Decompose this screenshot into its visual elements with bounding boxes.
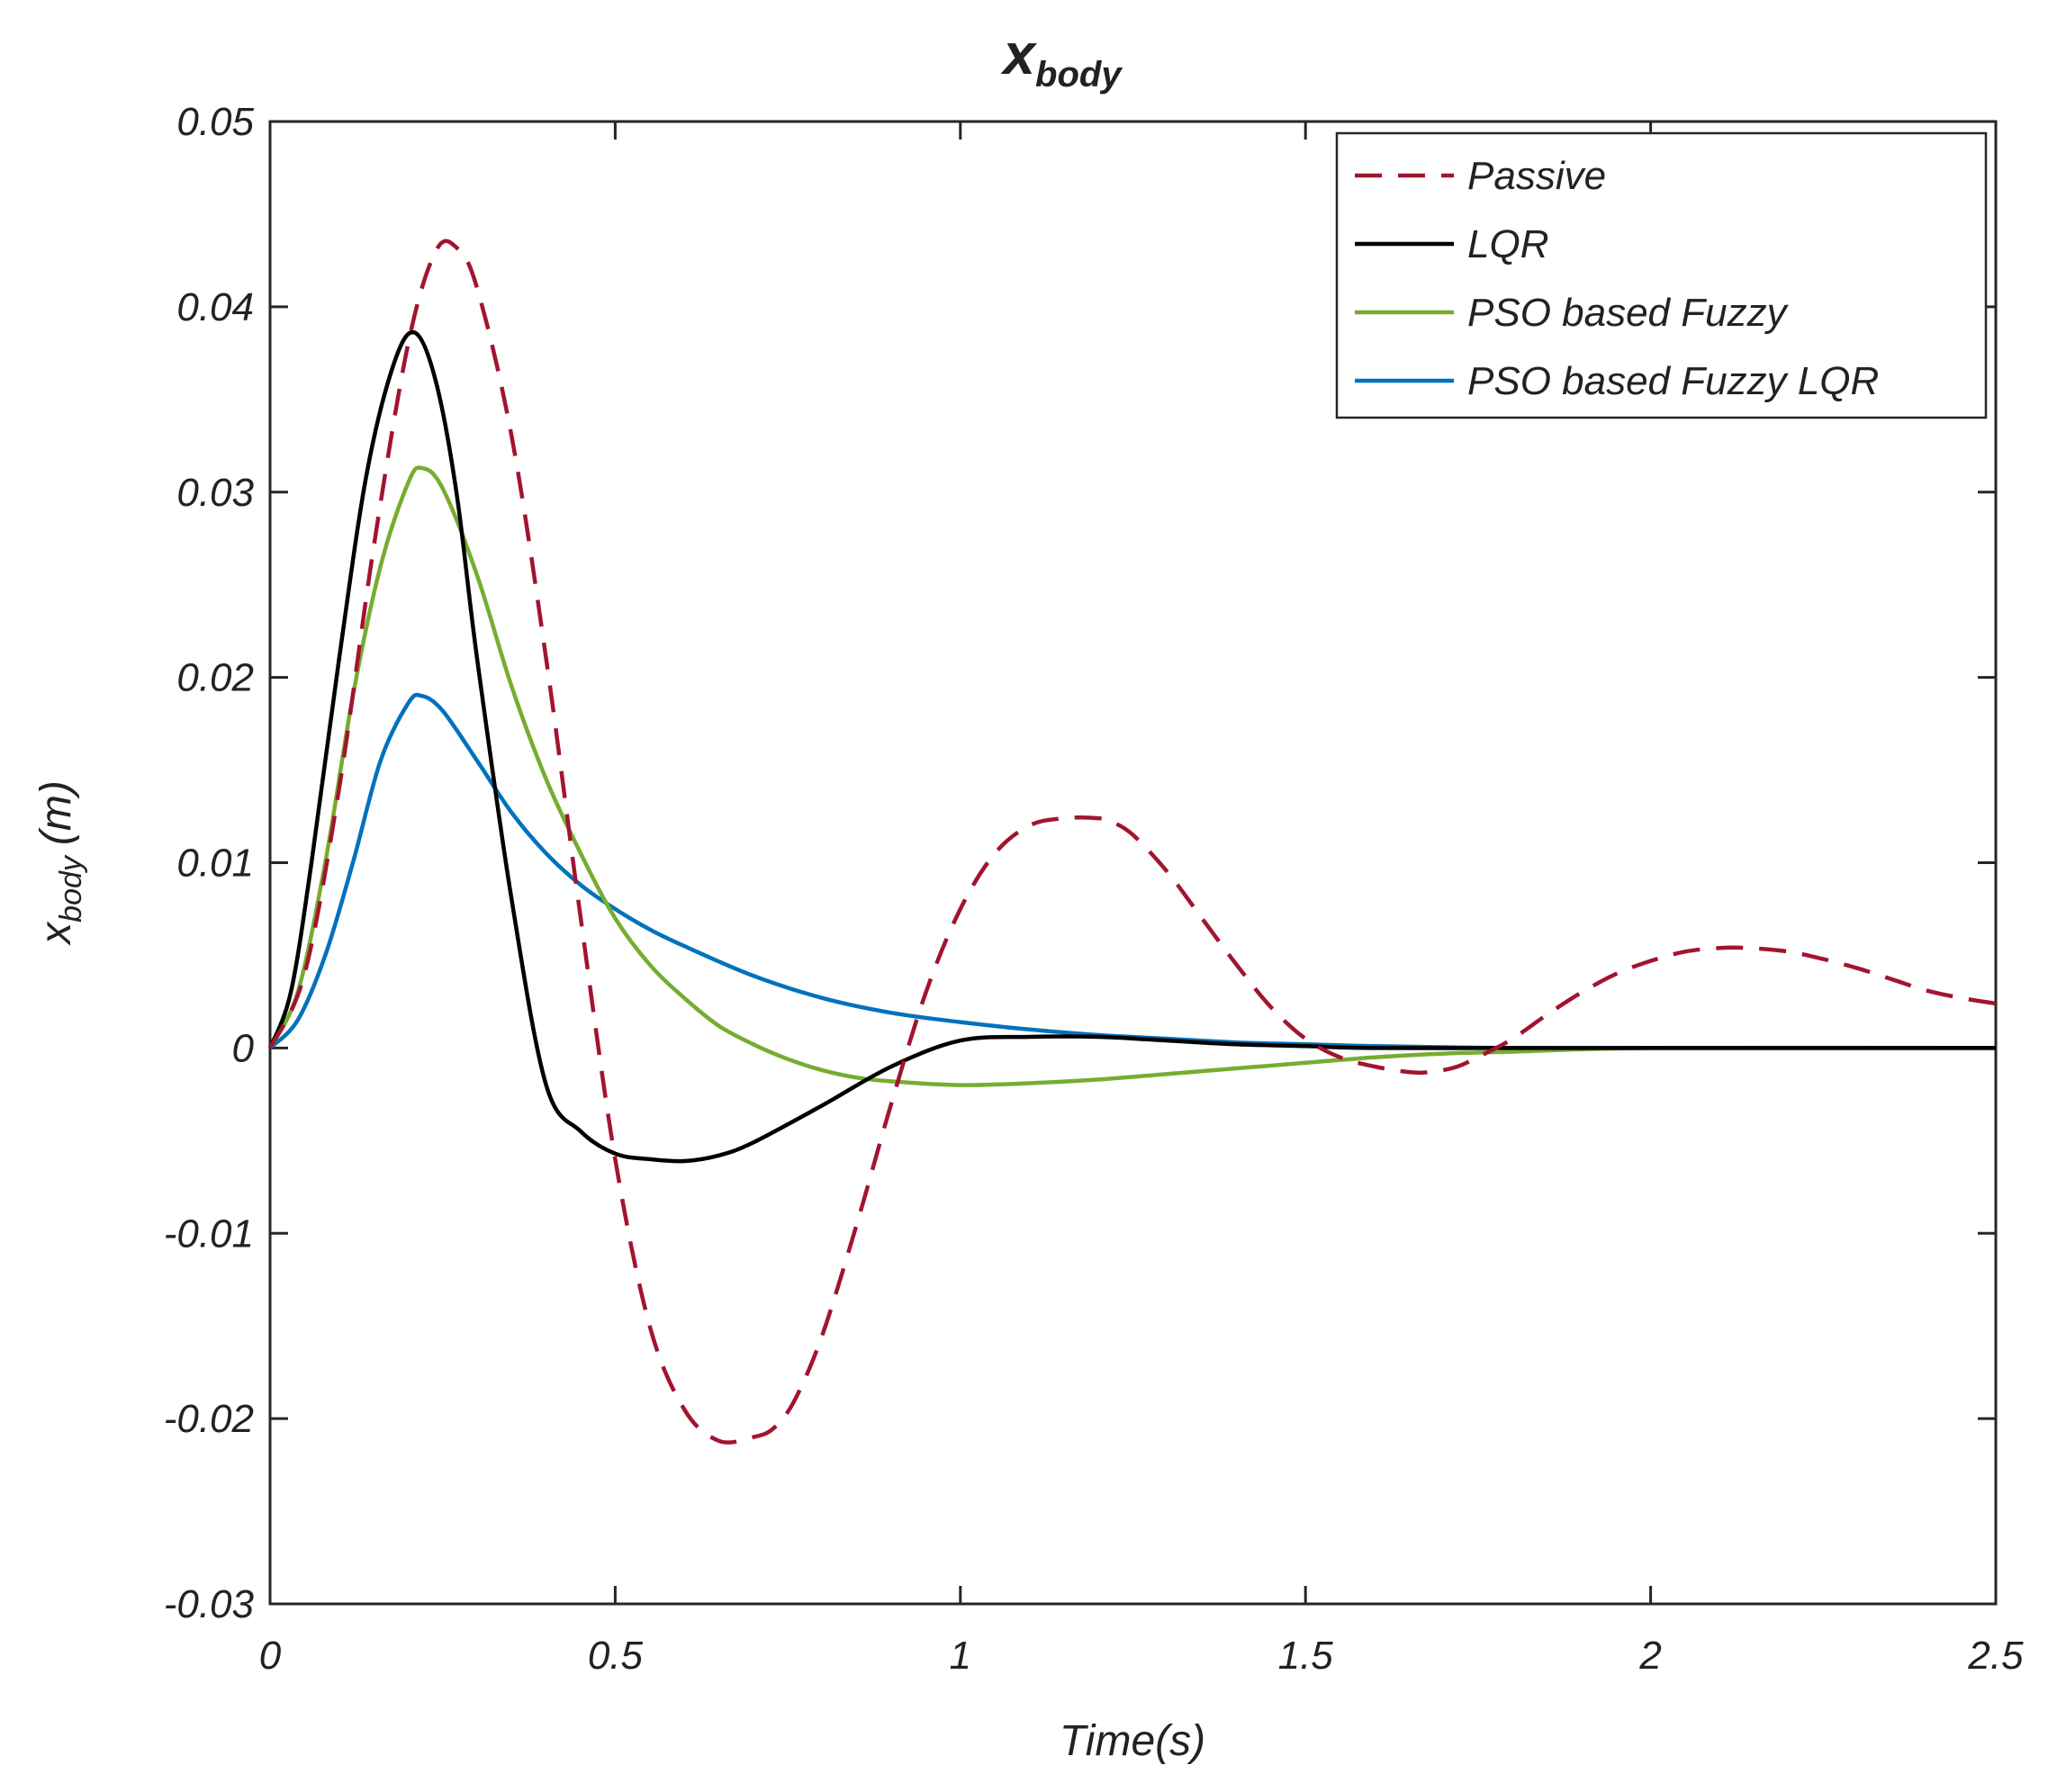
y-tick-label: -0.03 [164,1582,255,1626]
y-axis-label-unit: (m) [32,780,80,845]
x-tick-label: 1 [950,1634,971,1678]
y-tick-label: 0.01 [176,842,254,886]
series-line-pso-based-fuzzy [267,465,1997,1087]
y-tick-label: 0.03 [176,471,254,515]
series-layer [267,239,1997,1445]
y-tick-label: 0.05 [176,100,254,144]
y-tick-label: 0.04 [176,285,254,329]
legend-label-pso-based-fuzzy: PSO based Fuzzy [1467,291,1790,335]
y-tick-label: -0.01 [164,1211,254,1256]
x-tick-label: 2.5 [1967,1634,2024,1678]
x-tick-label: 0 [259,1634,282,1678]
chart-title-subscript: body [1035,55,1123,95]
series-line-passive [267,239,1997,1445]
legend-label-passive: Passive [1467,154,1606,198]
y-axis-label-main: x [32,921,80,946]
y-tick-label: 0.02 [176,656,254,700]
y-axis-label-subscript: body [54,854,88,923]
x-tick-label: 2 [1638,1634,1661,1678]
chart-title-main: x [1000,22,1037,86]
y-tick-label: 0 [232,1026,255,1070]
x-tick-label: 1.5 [1278,1634,1334,1678]
x-tick-label: 0.5 [588,1634,644,1678]
x-axis-label: Time(s) [1060,1717,1205,1765]
chart-title: xbody [1000,22,1123,95]
axis-tick-labels: 0 0.5 1 1.5 2 2.5 -0.03 -0.02 -0.01 0 0.01 0.02 0.03… [164,100,2024,1678]
legend-items: Passive LQR PSO based Fuzzy PSO based Fuzzy… [1355,154,1879,403]
y-axis-label: xbody (m) [32,780,88,946]
y-tick-label: -0.02 [164,1397,254,1441]
legend-label-pso-based-fuzzy-lqr: PSO based Fuzzy LQR [1467,359,1879,403]
series-line-lqr [267,329,1996,1164]
legend-box [1335,131,1988,419]
legend-label-lqr: LQR [1467,222,1548,266]
legend: Passive LQR PSO based Fuzzy PSO based Fuzzy… [1335,131,1988,419]
